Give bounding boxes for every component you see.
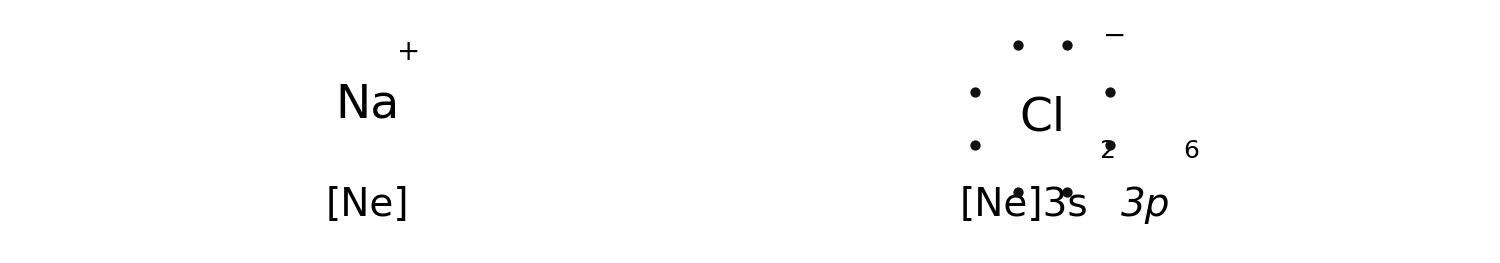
Point [963, 143, 987, 147]
Point [1054, 190, 1078, 194]
Point [1098, 143, 1122, 147]
Text: −: − [1102, 22, 1125, 50]
Point [1054, 43, 1078, 47]
Text: Na: Na [336, 83, 399, 128]
Point [1098, 90, 1122, 94]
Text: [Ne]: [Ne] [326, 186, 410, 224]
Point [963, 90, 987, 94]
Text: 6: 6 [1184, 139, 1200, 163]
Text: [Ne]3s: [Ne]3s [960, 186, 1089, 224]
Point [1007, 43, 1031, 47]
Text: +: + [398, 38, 422, 66]
Text: Cl: Cl [1020, 96, 1065, 141]
Point [1007, 190, 1031, 194]
Text: 3p: 3p [1120, 186, 1170, 224]
Text: 2: 2 [1100, 139, 1116, 163]
